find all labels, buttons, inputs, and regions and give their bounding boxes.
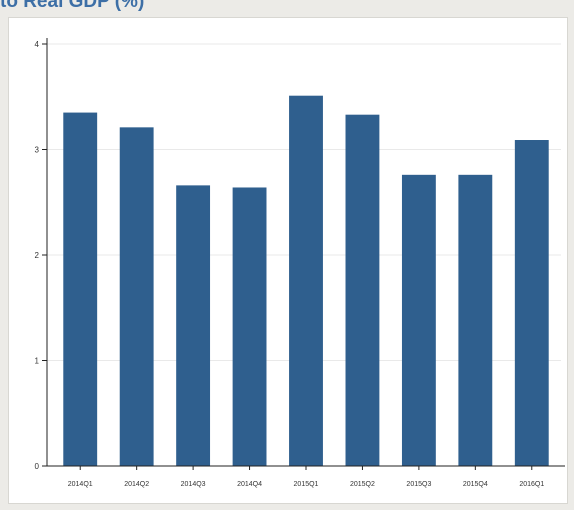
x-tick-label: 2015Q4 xyxy=(463,481,488,488)
y-tick-label: 3 xyxy=(35,146,40,155)
bar-2015Q1 xyxy=(289,95,323,466)
bar-2014Q4 xyxy=(232,187,267,467)
bar-chart: 0 1 2 3 4 2014Q1 2014Q2 2014Q3 2014Q4 2015Q1 2015Q… xyxy=(35,38,565,488)
bar-2015Q3 xyxy=(401,174,436,466)
bar-2014Q3 xyxy=(176,185,211,466)
x-tick-label: 2015Q3 xyxy=(406,481,431,488)
chart-panel: 0 1 2 3 4 2014Q1 2014Q2 2014Q3 2014Q4 2015Q1 2015Q… xyxy=(8,17,568,504)
bars xyxy=(63,95,549,467)
bar-2014Q2 xyxy=(119,127,154,466)
x-tick-label: 2014Q2 xyxy=(124,481,149,488)
bar-2016Q1 xyxy=(514,140,549,466)
tick-labels: 0 1 2 3 4 2014Q1 2014Q2 2014Q3 2014Q4 2015Q1 2015Q… xyxy=(35,40,545,488)
y-tick-label: 4 xyxy=(35,40,40,49)
y-tick-label: 1 xyxy=(35,357,40,366)
bar-2015Q4 xyxy=(458,174,493,466)
x-tick-label: 2014Q3 xyxy=(181,481,206,488)
bar-2015Q2 xyxy=(345,114,380,466)
x-tick-label: 2016Q1 xyxy=(519,481,544,488)
x-tick-label: 2014Q1 xyxy=(68,481,93,488)
y-tick-label: 0 xyxy=(35,462,40,471)
x-tick-label: 2015Q1 xyxy=(294,481,319,488)
x-tick-label: 2014Q4 xyxy=(237,481,262,488)
bar-2014Q1 xyxy=(63,112,98,466)
axes xyxy=(42,38,565,470)
y-tick-label: 2 xyxy=(35,251,40,260)
x-tick-label: 2015Q2 xyxy=(350,481,375,488)
chart-title: to Real GDP (%) xyxy=(0,0,145,12)
